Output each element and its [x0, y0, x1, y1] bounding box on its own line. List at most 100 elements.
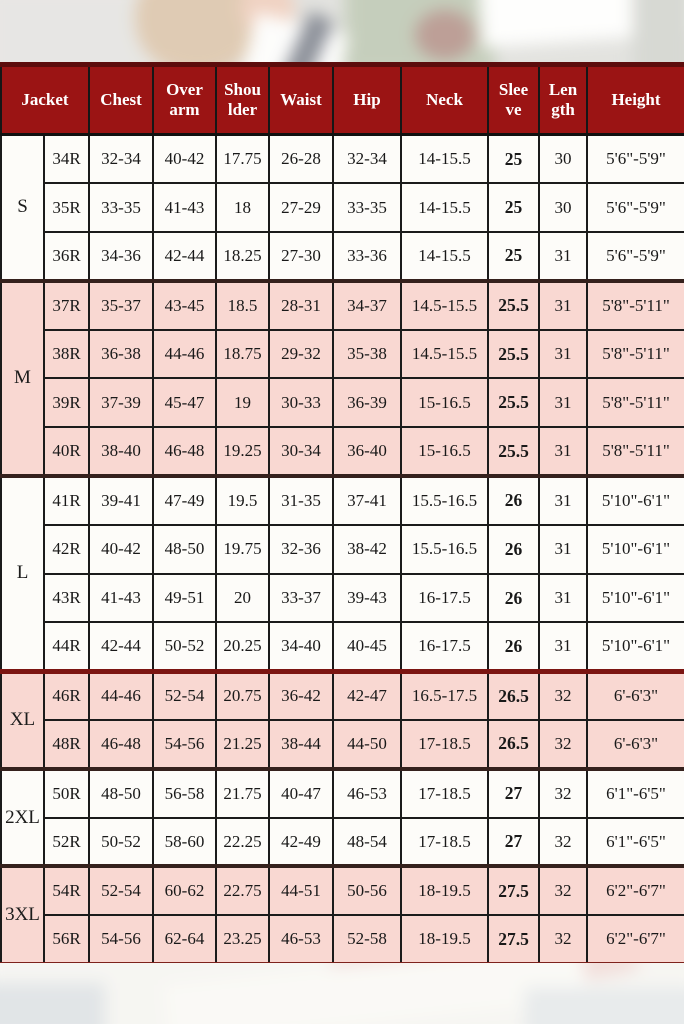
cell-hip: 32-34 [332, 133, 402, 185]
cell-height: 5'8"-5'11" [586, 426, 684, 478]
cell-shoulder: 19.25 [215, 426, 270, 478]
cell-overarm: 54-56 [152, 719, 217, 770]
cell-sleeve: 26 [487, 572, 540, 624]
cell-shoulder: 18 [215, 182, 270, 234]
cell-neck: 14.5-15.5 [400, 328, 489, 380]
cell-neck: 16-17.5 [400, 621, 489, 673]
cell-neck: 14-15.5 [400, 133, 489, 185]
cell-size: 35R [43, 182, 90, 234]
cell-overarm: 52-54 [152, 670, 217, 722]
cell-chest: 38-40 [88, 426, 154, 478]
cell-shoulder: 17.75 [215, 133, 270, 185]
cell-sleeve: 26.5 [487, 719, 540, 770]
cell-overarm: 43-45 [152, 279, 217, 331]
cell-shoulder: 21.75 [215, 767, 270, 819]
table-row: 40R 38-40 46-48 19.25 30-34 36-40 15-16.5 25.5 3… [1, 426, 684, 478]
table-row: M 37R 35-37 43-45 18.5 28-31 34-37 14.5-15.5 25.… [0, 279, 684, 478]
cell-length: 31 [538, 426, 588, 478]
table-row: 52R 50-52 58-60 22.25 42-49 48-54 17-18.5 27 32 6… [1, 816, 684, 868]
table-row: 35R 33-35 41-43 18 27-29 33-35 14-15.5 25 30 5'6"… [1, 182, 684, 234]
size-group-M: M 37R 35-37 43-45 18.5 28-31 34-37 14.5-15.5 25.… [0, 279, 684, 478]
cell-chest: 37-39 [88, 377, 154, 429]
col-header-hip: Hip [332, 63, 402, 136]
cell-height: 5'8"-5'11" [586, 377, 684, 429]
cell-sleeve: 25.5 [487, 426, 540, 478]
cell-hip: 44-50 [332, 719, 402, 770]
cell-height: 5'10"-6'1" [586, 621, 684, 673]
cell-height: 6'-6'3" [586, 670, 684, 722]
col-header-sleeve: Slee ve [487, 63, 540, 136]
cell-size: 56R [43, 914, 90, 966]
cell-length: 32 [538, 865, 588, 917]
cell-chest: 44-46 [88, 670, 154, 722]
cell-hip: 42-47 [332, 670, 402, 722]
size-chart-header: Jacket Chest Over arm Shou lder Waist Hi… [0, 63, 684, 136]
faded-photo-top [0, 0, 684, 62]
cell-height: 6'2"-6'7" [586, 914, 684, 966]
cell-sleeve: 25 [487, 133, 540, 185]
cell-chest: 32-34 [88, 133, 154, 185]
cell-height: 5'10"-6'1" [586, 523, 684, 575]
cell-length: 32 [538, 914, 588, 966]
cell-chest: 35-37 [88, 279, 154, 331]
photo-white-overlay [0, 963, 684, 1024]
cell-height: 6'1"-6'5" [586, 767, 684, 819]
cell-neck: 16.5-17.5 [400, 670, 489, 722]
cell-sleeve: 25 [487, 231, 540, 282]
cell-overarm: 56-58 [152, 767, 217, 819]
cell-length: 31 [538, 279, 588, 331]
cell-height: 5'10"-6'1" [586, 572, 684, 624]
cell-neck: 15-16.5 [400, 377, 489, 429]
cell-hip: 52-58 [332, 914, 402, 966]
cell-overarm: 60-62 [152, 865, 217, 917]
cell-hip: 40-45 [332, 621, 402, 673]
cell-shoulder: 20.25 [215, 621, 270, 673]
table-row: 38R 36-38 44-46 18.75 29-32 35-38 14.5-15.5 25.… [1, 328, 684, 380]
cell-shoulder: 18.5 [215, 279, 270, 331]
cell-shoulder: 22.75 [215, 865, 270, 917]
cell-shoulder: 20.75 [215, 670, 270, 722]
size-group-2XL: 2XL 50R 48-50 56-58 21.75 40-47 46-53 17-18.5 27… [0, 767, 684, 868]
cell-neck: 16-17.5 [400, 572, 489, 624]
cell-height: 5'6"-5'9" [586, 133, 684, 185]
cell-waist: 36-42 [268, 670, 334, 722]
cell-shoulder: 20 [215, 572, 270, 624]
cell-chest: 34-36 [88, 231, 154, 282]
cell-length: 31 [538, 328, 588, 380]
cell-overarm: 58-60 [152, 816, 217, 868]
cell-hip: 36-39 [332, 377, 402, 429]
cell-sleeve: 26 [487, 523, 540, 575]
cell-height: 6'2"-6'7" [586, 865, 684, 917]
table-row: 36R 34-36 42-44 18.25 27-30 33-36 14-15.5 25 31 5… [1, 231, 684, 282]
header-row: Jacket Chest Over arm Shou lder Waist Hi… [0, 63, 684, 136]
cell-height: 5'6"-5'9" [586, 231, 684, 282]
cell-neck: 17-18.5 [400, 816, 489, 868]
cell-waist: 34-40 [268, 621, 334, 673]
cell-size: 34R [43, 133, 90, 185]
cell-overarm: 47-49 [152, 475, 217, 526]
cell-hip: 37-41 [332, 475, 402, 526]
cell-size: 54R [43, 865, 90, 917]
cell-neck: 17-18.5 [400, 767, 489, 819]
cell-height: 5'6"-5'9" [586, 182, 684, 234]
cell-length: 32 [538, 670, 588, 722]
cell-length: 32 [538, 816, 588, 868]
cell-neck: 17-18.5 [400, 719, 489, 770]
col-header-shoulder: Shou lder [215, 63, 270, 136]
cell-chest: 48-50 [88, 767, 154, 819]
cell-sleeve: 27.5 [487, 865, 540, 917]
cell-neck: 18-19.5 [400, 865, 489, 917]
cell-size: 43R [43, 572, 90, 624]
cell-sleeve: 25.5 [487, 377, 540, 429]
table-row: 43R 41-43 49-51 20 33-37 39-43 16-17.5 26 31 5'10… [1, 572, 684, 624]
cell-size: 36R [43, 231, 90, 282]
cell-waist: 30-33 [268, 377, 334, 429]
col-header-waist: Waist [268, 63, 334, 136]
group-label-3XL: 3XL [0, 865, 45, 966]
cell-length: 31 [538, 572, 588, 624]
group-label-S: S [0, 133, 45, 282]
table-row: 48R 46-48 54-56 21.25 38-44 44-50 17-18.5 26.5 3… [1, 719, 684, 770]
cell-shoulder: 21.25 [215, 719, 270, 770]
cell-neck: 14.5-15.5 [400, 279, 489, 331]
cell-waist: 42-49 [268, 816, 334, 868]
